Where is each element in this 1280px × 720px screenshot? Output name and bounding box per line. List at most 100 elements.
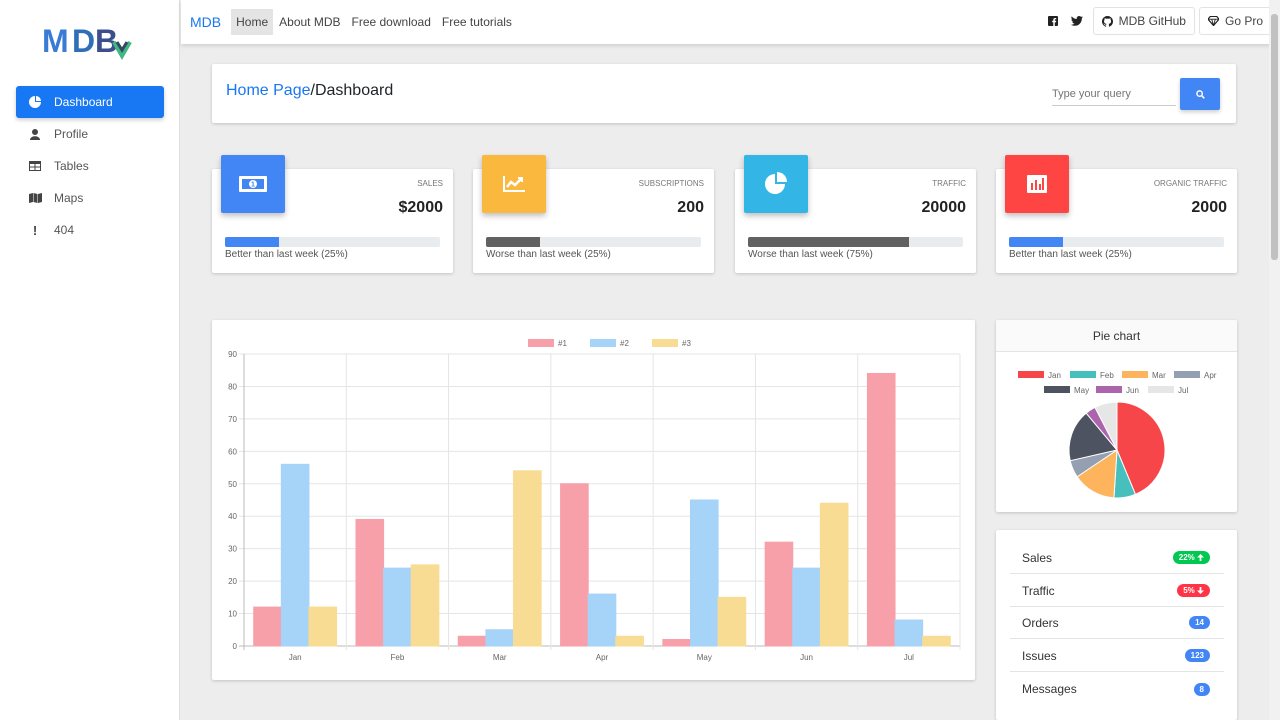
legend-swatch[interactable]: [528, 339, 554, 347]
bar-jun-3[interactable]: [819, 502, 849, 647]
bar-apr-1[interactable]: [560, 483, 589, 647]
map-icon: [26, 193, 44, 203]
bar-may-3[interactable]: [717, 596, 747, 647]
bar-jan-1[interactable]: [253, 606, 282, 647]
legend-swatch[interactable]: [1044, 386, 1070, 393]
legend-label[interactable]: May: [1074, 386, 1089, 395]
legend-swatch[interactable]: [1174, 371, 1200, 378]
arrow-up-icon: [1197, 554, 1204, 561]
y-tick-label: 60: [228, 447, 237, 456]
chart-line-icon: [482, 155, 546, 213]
github-button[interactable]: MDB GitHub: [1092, 7, 1195, 35]
twitter-icon[interactable]: [1065, 7, 1089, 35]
legend-swatch[interactable]: [590, 339, 616, 347]
x-tick-label: Jul: [904, 653, 914, 662]
scrollbar-thumb[interactable]: [1271, 14, 1278, 260]
list-item-sales[interactable]: Sales 22%: [1010, 542, 1224, 574]
bar-feb-3[interactable]: [410, 564, 440, 647]
breadcrumb-home-link[interactable]: Home Page: [226, 82, 311, 99]
legend-swatch[interactable]: [1096, 386, 1122, 393]
legend-swatch[interactable]: [1148, 386, 1174, 393]
bar-apr-2[interactable]: [587, 593, 617, 647]
legend-label[interactable]: Jan: [1048, 371, 1061, 380]
nav-link-home[interactable]: Home: [231, 9, 274, 35]
bar-feb-1[interactable]: [355, 518, 385, 647]
bar-apr-3[interactable]: [615, 635, 644, 647]
bar-jan-2[interactable]: [280, 463, 310, 647]
bar-mar-1[interactable]: [457, 635, 487, 647]
stat-label: Sales: [417, 179, 443, 188]
list-item-messages[interactable]: Messages 8: [1010, 673, 1224, 705]
bar-feb-2[interactable]: [383, 567, 412, 647]
search-button[interactable]: [1180, 78, 1220, 110]
legend-label[interactable]: Jul: [1178, 386, 1188, 395]
legend-label[interactable]: Feb: [1100, 371, 1114, 380]
x-tick-label: Feb: [391, 653, 405, 662]
bar-jun-2[interactable]: [792, 567, 821, 647]
mdb-logo[interactable]: M D B: [42, 22, 134, 62]
bar-jul-2[interactable]: [894, 619, 924, 647]
svg-text:1: 1: [251, 182, 255, 189]
x-tick-label: Jan: [289, 653, 302, 662]
navbar-brand[interactable]: MDB: [190, 14, 222, 30]
legend-label[interactable]: Mar: [1152, 371, 1166, 380]
legend-label[interactable]: #3: [682, 339, 691, 348]
pie-slice-may[interactable]: [1068, 412, 1118, 462]
money-icon: 1: [221, 155, 285, 213]
bar-mar-3[interactable]: [513, 470, 542, 647]
github-icon: [1101, 15, 1113, 27]
list-item-orders[interactable]: Orders 14: [1010, 607, 1224, 639]
sidebar-item-label: 404: [54, 223, 75, 237]
bar-may-2[interactable]: [689, 499, 719, 647]
count-badge: 8: [1193, 682, 1210, 696]
bar-jul-3[interactable]: [922, 635, 951, 647]
sidebar-item-maps[interactable]: Maps: [16, 182, 164, 214]
sidebar-item-label: Dashboard: [54, 95, 113, 109]
legend-label[interactable]: Apr: [1204, 371, 1217, 380]
sidebar-item-profile[interactable]: Profile: [16, 118, 164, 150]
progress-fill: [1009, 237, 1063, 247]
bar-mar-2[interactable]: [485, 629, 515, 647]
sidebar-item-dashboard[interactable]: Dashboard: [16, 86, 164, 118]
facebook-icon[interactable]: [1041, 7, 1065, 35]
pie-chart-title: Pie chart: [996, 320, 1237, 352]
go-pro-button[interactable]: Go Pro: [1198, 7, 1272, 35]
stat-card-traffic: Traffic 20000 Worse than last week (75%): [735, 155, 976, 273]
bar-jul-1[interactable]: [866, 372, 896, 647]
chart-pie-icon: [26, 96, 44, 108]
search-input[interactable]: [1052, 82, 1176, 106]
pie-slice-jul[interactable]: [1094, 401, 1118, 451]
legend-swatch[interactable]: [1070, 371, 1096, 378]
legend-swatch[interactable]: [1122, 371, 1148, 378]
page-scrollbar[interactable]: [1269, 0, 1280, 720]
stat-card-organic-traffic: Organic Traffic 2000 Better than last we…: [996, 155, 1237, 273]
legend-label[interactable]: Jun: [1126, 386, 1139, 395]
chart-pie-icon: [744, 155, 808, 213]
legend-swatch[interactable]: [1018, 371, 1044, 378]
legend-label[interactable]: #2: [620, 339, 629, 348]
bar-jan-3[interactable]: [308, 606, 338, 647]
progress-bar: [225, 237, 440, 247]
legend-swatch[interactable]: [652, 339, 678, 347]
bar-may-1[interactable]: [662, 639, 691, 647]
svg-text:M: M: [42, 23, 69, 59]
list-item-issues[interactable]: Issues 123: [1010, 640, 1224, 672]
navbar-right: MDB GitHub Go Pro: [1041, 7, 1272, 35]
sidebar-item-tables[interactable]: Tables: [16, 150, 164, 182]
nav-link-download[interactable]: Free download: [351, 15, 431, 29]
progress-bar: [1009, 237, 1224, 247]
stat-note: Better than last week (25%): [1009, 249, 1132, 260]
pie-slice-jan[interactable]: [1116, 401, 1166, 495]
sidebar-item-404[interactable]: ! 404: [16, 214, 164, 246]
svg-text:B: B: [95, 23, 118, 59]
nav-link-about[interactable]: About MDB: [279, 15, 341, 29]
list-item-traffic[interactable]: Traffic 5%: [1010, 575, 1224, 607]
pie-chart: Jan Feb Mar Apr May Jun Jul: [1018, 371, 1217, 499]
legend-label[interactable]: #1: [558, 339, 567, 348]
progress-bar: [748, 237, 963, 247]
bar-jun-1[interactable]: [764, 541, 794, 647]
github-label: MDB GitHub: [1118, 14, 1186, 28]
nav-link-tutorials[interactable]: Free tutorials: [441, 15, 512, 29]
stat-value: 200: [677, 199, 704, 216]
x-tick-label: Jun: [800, 653, 813, 662]
